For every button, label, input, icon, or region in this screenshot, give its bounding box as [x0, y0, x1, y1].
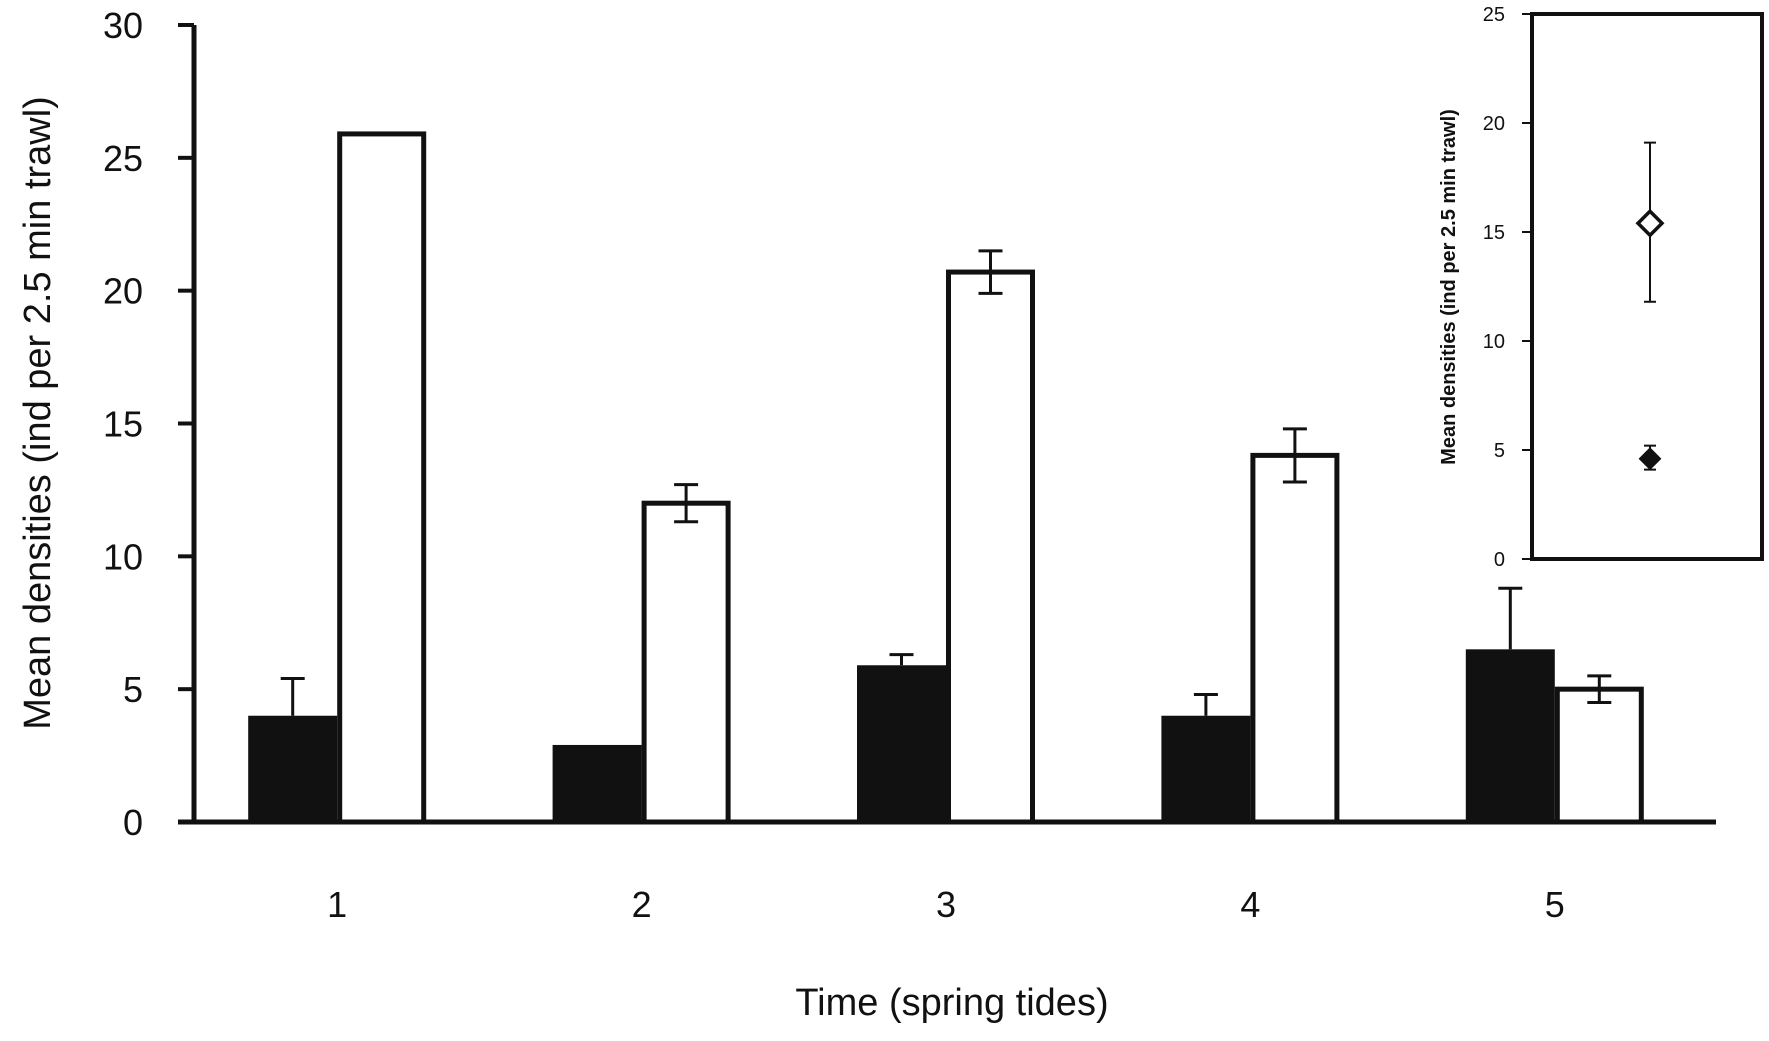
bar-open	[1250, 452, 1340, 825]
x-tick-label: 1	[327, 884, 347, 925]
bar-filled	[552, 744, 642, 822]
y-tick-label: 0	[123, 802, 143, 843]
y-tick-label: 25	[103, 138, 143, 179]
bar-open	[337, 131, 427, 825]
x-tick-label: 4	[1240, 884, 1260, 925]
bar-open	[946, 269, 1035, 825]
inset-y-tick-label: 15	[1483, 222, 1505, 244]
inset-point-open	[1635, 208, 1665, 238]
x-tick-label: 3	[936, 884, 956, 925]
y-tick-label: 5	[123, 669, 143, 710]
y-tick-label: 30	[103, 5, 143, 46]
inset-y-tick-label: 5	[1494, 440, 1505, 462]
inset-y-tick-label: 25	[1483, 4, 1505, 26]
main-bar-chart: 0 5 10 15 20 25 30 1 2 3 4 5	[103, 5, 1716, 925]
y-tick-label: 20	[103, 271, 143, 312]
inset-y-tick-label: 10	[1483, 331, 1505, 353]
bar-filled	[248, 715, 338, 822]
y-tick-label: 10	[103, 536, 143, 577]
bar-filled	[857, 665, 946, 822]
y-axis-title: Mean densities (ind per 2.5 min trawl)	[17, 96, 59, 730]
inset-point-filled	[1638, 447, 1662, 471]
x-axis-title: Time (spring tides)	[795, 982, 1108, 1024]
y-tick-label: 15	[103, 404, 143, 445]
inset-y-tick-label: 0	[1494, 549, 1505, 571]
bar-open	[1554, 686, 1644, 825]
inset-plot-frame	[1530, 12, 1764, 561]
inset-scatter-chart: 0 5 10 15 20 25	[1483, 4, 1764, 571]
x-tick-label: 2	[632, 884, 652, 925]
bar-filled	[1161, 715, 1251, 822]
inset-y-axis-title: Mean densities (ind per 2.5 min trawl)	[1438, 109, 1460, 465]
inset-y-tick-label: 20	[1483, 113, 1505, 135]
bar-open	[641, 500, 731, 825]
bar-filled	[1465, 649, 1555, 822]
x-tick-label: 5	[1545, 884, 1565, 925]
